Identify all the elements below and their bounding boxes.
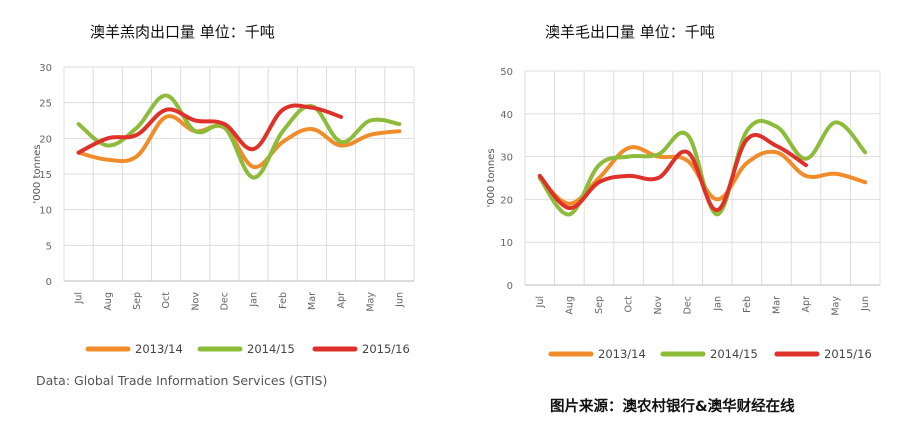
x-tick-label: Jul xyxy=(535,296,546,308)
chart-2-title: 澳羊毛出口量 单位：千吨 xyxy=(545,23,715,41)
y-tick-label: 30 xyxy=(39,63,52,74)
x-tick-label: Aug xyxy=(564,296,575,315)
x-tick-label: Nov xyxy=(190,292,201,311)
source-note: Data: Global Trade Information Services … xyxy=(36,373,327,388)
legend-label: 2014/15 xyxy=(247,342,295,356)
x-tick-label: Apr xyxy=(801,296,812,313)
legend-label: 2015/16 xyxy=(824,347,872,361)
y-tick-label: 40 xyxy=(500,110,513,121)
y-tick-label: 25 xyxy=(39,99,52,110)
y-tick-label: 0 xyxy=(46,277,52,288)
lamb-export-chart: 0 5 10 15 20 25 30 Jul Aug Sep Oct Nov Dec Jan Feb Mar A… xyxy=(32,63,415,356)
x-tick-label: Mar xyxy=(771,296,782,314)
y-tick-label: 15 xyxy=(39,170,52,181)
series-line-2013-14 xyxy=(76,114,402,169)
y-tick-label: 50 xyxy=(500,67,513,78)
x-tick-label: Jun xyxy=(394,292,405,308)
x-tick-label: Sep xyxy=(132,292,143,310)
x-tick-label: Oct xyxy=(161,292,172,309)
chart-1-title: 澳羊羔肉出口量 单位：千吨 xyxy=(90,23,275,41)
x-tick-label: Oct xyxy=(624,296,635,313)
y-tick-label: 0 xyxy=(507,281,513,292)
x-tick-label: Feb xyxy=(742,296,753,313)
x-tick-label: Mar xyxy=(307,292,318,310)
x-tick-label: Feb xyxy=(278,292,289,309)
x-tick-label: Apr xyxy=(336,292,347,309)
x-tick-label: Jan xyxy=(249,292,260,308)
y-tick-label: 5 xyxy=(46,241,52,252)
y-axis-label: '000 tonnes xyxy=(32,144,43,203)
y-tick-label: 20 xyxy=(39,134,52,145)
legend-label: 2013/14 xyxy=(135,342,183,356)
wool-export-chart: 0 10 20 30 40 50 Jul Aug Sep Oct Nov Dec Jan Feb Mar Ap… xyxy=(486,67,881,361)
x-tick-label: Aug xyxy=(103,292,114,311)
legend-label: 2015/16 xyxy=(362,342,410,356)
x-tick-label: Sep xyxy=(594,296,605,314)
y-tick-label: 30 xyxy=(500,153,513,164)
y-tick-label: 20 xyxy=(500,195,513,206)
x-tick-label: May xyxy=(365,292,376,312)
series-line-2014-15 xyxy=(76,93,402,180)
x-tick-label: Dec xyxy=(683,296,694,314)
y-tick-label: 10 xyxy=(500,238,513,249)
image-credit: 图片来源：澳农村银行&澳华财经在线 xyxy=(550,397,795,415)
legend-label: 2013/14 xyxy=(598,347,646,361)
x-tick-label: Jul xyxy=(74,292,85,304)
y-tick-label: 10 xyxy=(39,206,52,217)
y-axis-label: '000 tonnes xyxy=(486,148,497,207)
x-tick-label: Jan xyxy=(712,296,723,312)
x-tick-label: Jun xyxy=(860,296,871,312)
x-tick-label: Dec xyxy=(219,292,230,310)
series-line-2015-16 xyxy=(76,103,344,155)
x-tick-label: Nov xyxy=(653,296,664,315)
series-line-2015-16 xyxy=(537,132,808,213)
x-tick-label: May xyxy=(831,296,842,316)
legend-label: 2014/15 xyxy=(710,347,758,361)
